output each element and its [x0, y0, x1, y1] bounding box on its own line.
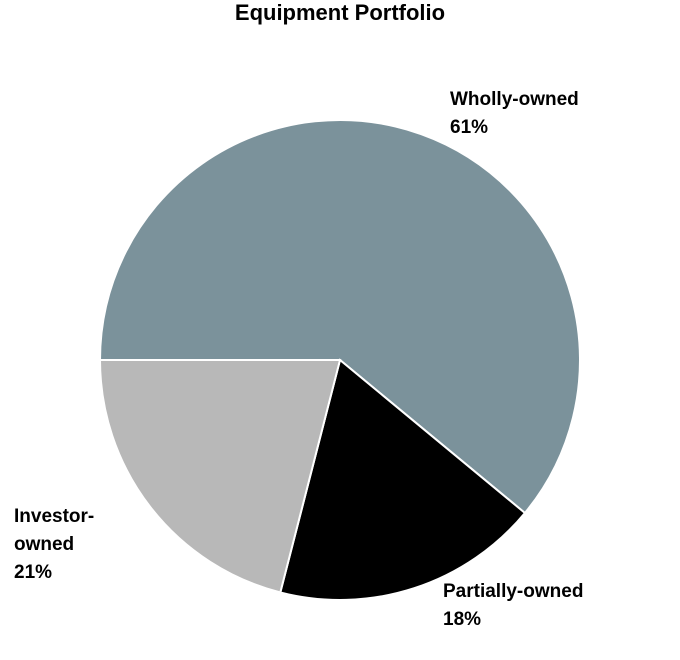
pie-slice-wholly-owned [98, 119, 581, 515]
slice-label-text: Investor- [14, 506, 95, 527]
slice-label-investor-owned: Investor- owned 21% [14, 503, 94, 587]
slice-label-text: Partially-owned [443, 581, 584, 602]
slice-percent: 21% [14, 562, 53, 583]
slice-percent: 18% [443, 609, 482, 630]
slice-percent: 61% [450, 117, 489, 138]
pie-slice-investor-owned [98, 359, 342, 594]
slice-label-wholly-owned: Wholly-owned 61% [450, 86, 579, 142]
chart-title: Equipment Portfolio [234, 0, 446, 25]
pie-slice-partially-owned [279, 358, 527, 601]
slice-label-text: Wholly-owned [450, 89, 579, 110]
slice-label-text: owned [14, 534, 75, 555]
slice-label-partially-owned: Partially-owned 18% [443, 578, 583, 634]
